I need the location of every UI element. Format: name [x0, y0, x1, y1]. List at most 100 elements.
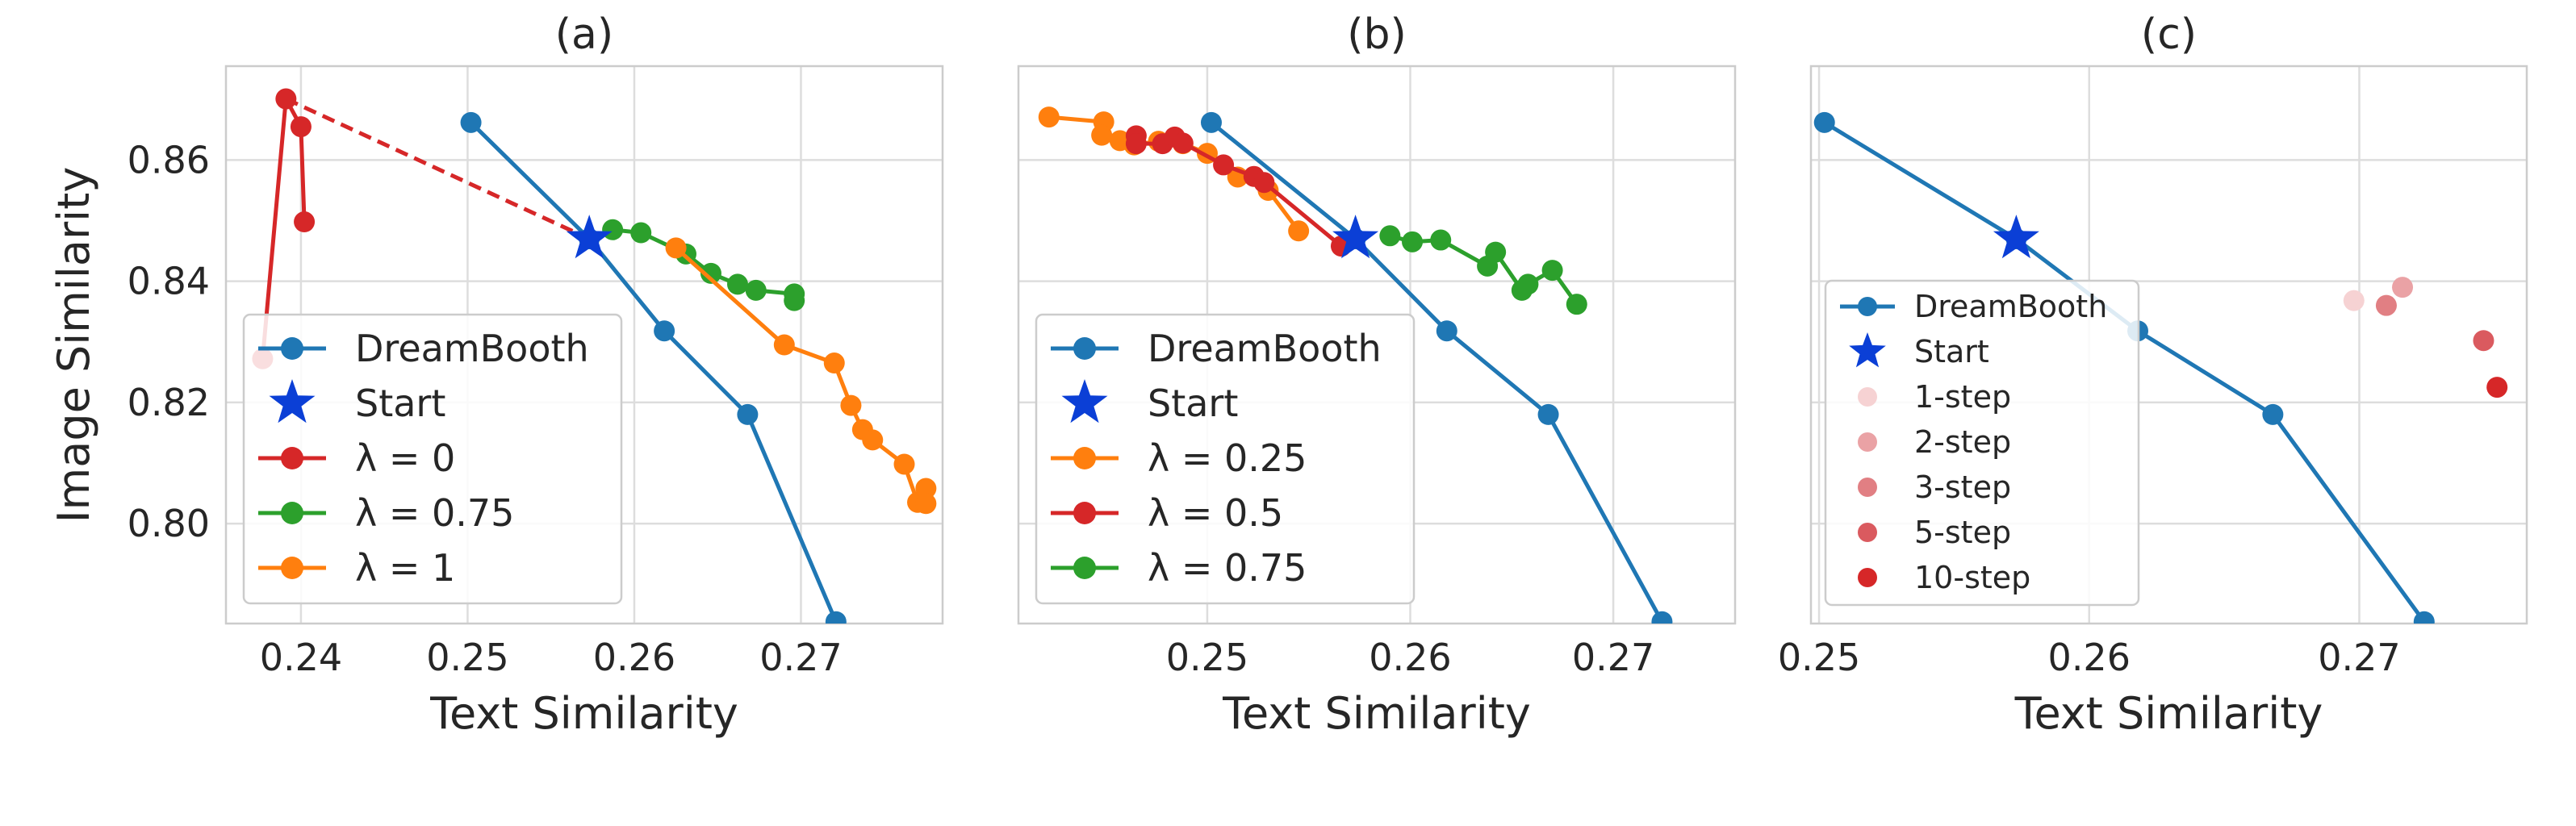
data-point: [630, 222, 652, 244]
legend-item-3-step: 3-step: [1858, 469, 2011, 505]
legend: DreamBooth Start 1-step 2-step 3-step 5-step 1…: [1824, 279, 2140, 607]
data-point: [1566, 294, 1587, 315]
legend-label: λ = 0.5: [1148, 491, 1283, 535]
legend-star-marker: [269, 379, 316, 423]
legend-marker: [281, 557, 303, 579]
plot-area: [252, 88, 937, 624]
series-line: [260, 97, 307, 360]
data-point: [2473, 330, 2494, 352]
start-star-marker: [566, 215, 613, 259]
legend-label: 10-step: [1914, 560, 2030, 595]
data-point: [1537, 403, 1559, 425]
x-tick-label: 0.26: [593, 636, 675, 679]
data-point: [1172, 132, 1194, 154]
x-axis-label: Text Similarity: [1222, 688, 1531, 739]
legend-item-0-75: λ = 0.75: [1051, 546, 1307, 590]
legend-label: Start: [355, 382, 445, 425]
legend-item-dreambooth: DreamBooth: [1840, 289, 2107, 324]
legend-label: Start: [1148, 382, 1238, 425]
panel-title: (a): [555, 10, 613, 59]
legend-item-1-step: 1-step: [1858, 379, 2011, 415]
data-point: [1430, 229, 1452, 251]
panel-2: 0.25 0.26 0.27 (b) Text Similarity DreamBooth…: [1017, 10, 1737, 739]
legend-item-dreambooth: DreamBooth: [1051, 327, 1382, 370]
data-point: [1402, 231, 1424, 252]
legend-marker: [1858, 387, 1877, 407]
y-tick-label: 0.82: [128, 381, 210, 424]
data-point: [737, 403, 759, 425]
data-point: [2392, 277, 2414, 298]
x-tick-label: 0.24: [260, 636, 342, 679]
legend-item-start: Start: [269, 379, 445, 425]
data-point: [1091, 124, 1113, 146]
series-start: [566, 215, 613, 259]
legend-marker: [1073, 502, 1096, 524]
legend-item-0: λ = 0: [258, 436, 455, 480]
legend-label: 2-step: [1914, 424, 2011, 460]
data-point: [2343, 290, 2365, 311]
data-point: [915, 493, 937, 515]
legend-label: DreamBooth: [1148, 327, 1382, 370]
legend-label: λ = 1: [355, 546, 455, 590]
legend-label: λ = 0.75: [1148, 546, 1307, 590]
legend-marker: [1858, 297, 1877, 316]
panel-title: (b): [1347, 10, 1407, 59]
data-point: [1813, 111, 1835, 133]
legend-item-start: Start: [1849, 332, 1989, 369]
legend-star-marker: [1849, 332, 1886, 368]
legend-marker: [281, 447, 303, 469]
plot-frame: [1809, 65, 2528, 625]
data-point: [1517, 273, 1539, 295]
x-tick-label: 0.26: [2048, 636, 2131, 679]
legend-item-5-step: 5-step: [1858, 515, 2011, 550]
legend: DreamBooth Start λ = 0 λ = 0.75 λ = 1: [242, 313, 623, 605]
y-tick-label: 0.86: [128, 138, 210, 181]
legend-marker: [1073, 557, 1096, 579]
data-point: [1485, 241, 1507, 263]
series-start: [1993, 215, 2039, 259]
series-start: [1332, 215, 1379, 259]
start-star-marker: [1993, 215, 2039, 259]
data-point: [915, 478, 937, 499]
data-point: [294, 211, 316, 233]
y-tick-label: 0.80: [128, 502, 210, 545]
legend-label: DreamBooth: [355, 327, 589, 370]
data-point: [745, 279, 767, 301]
series-0-75: [602, 219, 805, 311]
series-2-step: [2392, 277, 2414, 298]
data-point: [1379, 225, 1401, 247]
panel-3: 0.25 0.26 0.27 (c) Text Similarity DreamBooth…: [1778, 10, 2528, 739]
start-star-marker: [1332, 215, 1379, 259]
legend-item-dreambooth: DreamBooth: [258, 327, 589, 370]
dashed-connector: [285, 97, 591, 241]
data-point: [1253, 172, 1275, 194]
plot-frame: [1017, 65, 1737, 625]
legend-label: 3-step: [1914, 469, 2011, 505]
data-point: [1200, 111, 1222, 133]
data-point: [726, 273, 748, 295]
legend: DreamBooth Start λ = 0.25 λ = 0.5 λ = 0.75: [1035, 313, 1416, 605]
data-point: [700, 262, 721, 284]
legend-item-start: Start: [1061, 379, 1238, 425]
x-axis-label: Text Similarity: [2014, 688, 2323, 739]
legend-item-0-5: λ = 0.5: [1051, 491, 1283, 535]
legend-box: [1035, 313, 1416, 605]
series-10-step: [2486, 377, 2508, 398]
data-point: [2375, 294, 2397, 316]
data-point: [2262, 403, 2284, 425]
legend-label: λ = 0: [355, 436, 455, 480]
x-tick-label: 0.25: [1778, 636, 1860, 679]
panel-title: (c): [2141, 10, 2197, 59]
data-point: [862, 429, 884, 451]
legend-star-marker: [1061, 379, 1108, 423]
data-point: [602, 219, 624, 240]
data-point: [275, 88, 297, 110]
x-tick-label: 0.27: [759, 636, 842, 679]
data-point: [1651, 611, 1673, 624]
x-tick-label: 0.27: [1572, 636, 1654, 679]
series-5-step: [2473, 330, 2494, 352]
legend-label: 5-step: [1914, 515, 2011, 550]
legend-label: λ = 0.25: [1148, 436, 1307, 480]
x-tick-label: 0.25: [1166, 636, 1248, 679]
